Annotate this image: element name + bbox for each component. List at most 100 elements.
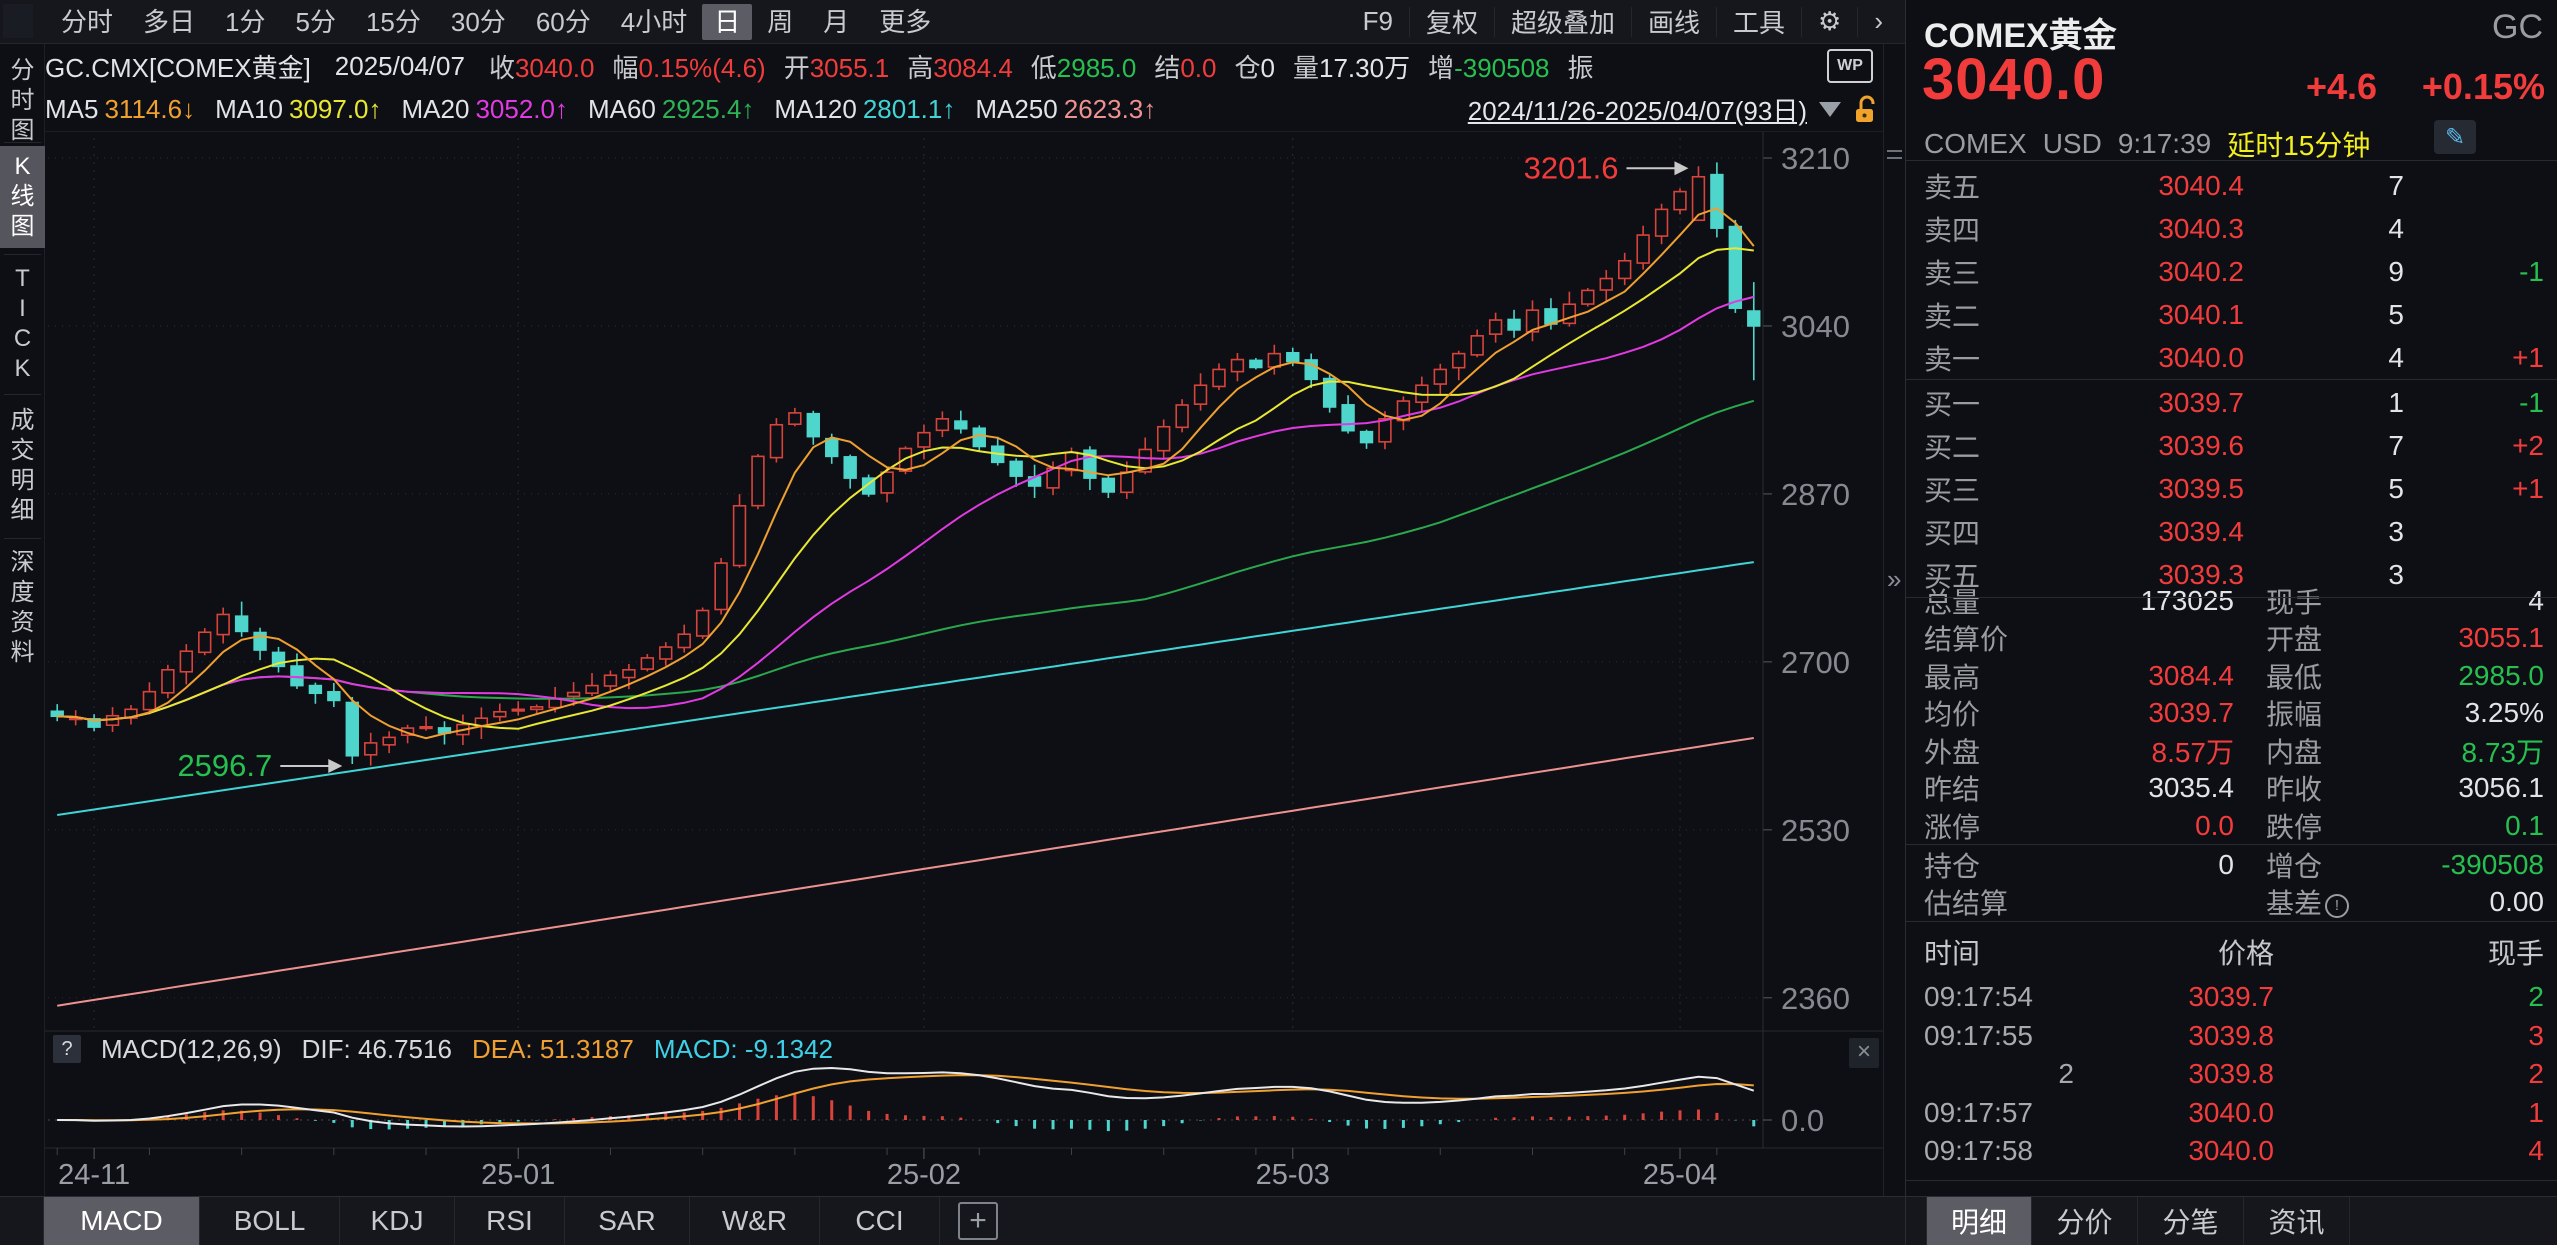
stats-value: 8.73万 bbox=[2461, 736, 2545, 768]
period-tab-15分[interactable]: 15分 bbox=[365, 6, 421, 37]
f9-button[interactable]: F9 bbox=[1362, 6, 1393, 36]
period-tab-月[interactable]: 月 bbox=[823, 6, 850, 37]
sidebar-item-kline-chart[interactable]: K 线 图 bbox=[0, 146, 45, 248]
close-icon[interactable]: × bbox=[1849, 1038, 1879, 1068]
tools-button[interactable]: 工具 bbox=[1716, 6, 1801, 38]
bid-row[interactable]: 买四 3039.4 3 bbox=[1906, 510, 2557, 553]
add-indicator-button[interactable]: + bbox=[958, 1202, 998, 1240]
stats-label: 总量 bbox=[1924, 586, 1981, 618]
macd-formula-label: MACD(12,26,9) bbox=[101, 1033, 282, 1064]
kline-chart-canvas[interactable]: 3201.6 2596.7 3210 3040 2870 2700 2530 2360 0.0 2… bbox=[45, 132, 1883, 1191]
period-tab-分时[interactable]: 分时 bbox=[61, 6, 114, 37]
period-tab-日[interactable]: 日 bbox=[702, 3, 753, 40]
panel-divider bbox=[1906, 844, 2557, 845]
panel-tab-bar: 明细 分价 分笔 资讯 bbox=[1906, 1196, 2557, 1245]
wp-widget-icon[interactable]: WP bbox=[1827, 49, 1873, 83]
indicator-tab-CCI[interactable]: CCI bbox=[820, 1197, 940, 1245]
quote-fields: 收3040.0 幅0.15%(4.6) 开3055.1 高3084.4 低2985.0 结… bbox=[489, 48, 1612, 85]
tape-price: 3039.8 bbox=[2188, 1019, 2274, 1051]
caret-down-icon[interactable] bbox=[1819, 102, 1841, 117]
ask-row[interactable]: 卖四 3040.3 4 bbox=[1906, 207, 2557, 250]
bid-row[interactable]: 买一 3039.7 1 -1 bbox=[1906, 381, 2557, 424]
period-tab-4小时[interactable]: 4小时 bbox=[620, 6, 688, 37]
help-icon[interactable]: ? bbox=[53, 1035, 81, 1063]
quote-field-label: 收 bbox=[488, 52, 515, 83]
unlock-icon[interactable] bbox=[1853, 94, 1881, 126]
adjust-button[interactable]: 复权 bbox=[1408, 6, 1494, 38]
ma-legend-value: 2925.4↑ bbox=[661, 94, 755, 124]
panel-tab-分价[interactable]: 分价 bbox=[2032, 1197, 2138, 1245]
stats-value: 173025 bbox=[2140, 584, 2234, 616]
bid-row[interactable]: 买三 3039.5 5 +1 bbox=[1906, 467, 2557, 510]
sidebar-item-depth-info[interactable]: 深 度 资 料 bbox=[10, 549, 35, 666]
info-icon[interactable]: ! bbox=[2325, 894, 2350, 918]
period-tab-更多[interactable]: 更多 bbox=[879, 6, 932, 37]
order-level-label: 卖四 bbox=[1924, 214, 1981, 246]
gear-icon[interactable]: ⚙ bbox=[1801, 6, 1857, 37]
scrollbar-grip[interactable] bbox=[1884, 150, 1905, 159]
period-tab-1分[interactable]: 1分 bbox=[225, 6, 266, 37]
period-tab-5分[interactable]: 5分 bbox=[295, 6, 336, 37]
ask-row[interactable]: 卖三 3040.2 9 -1 bbox=[1906, 250, 2557, 293]
quote-field-value: 3055.1 bbox=[809, 52, 890, 83]
tape-time: 09:17:58 bbox=[1924, 1135, 2033, 1166]
quote-field-幅: 幅0.15%(4.6) bbox=[612, 48, 765, 85]
ma-legend-bar: MA5 3114.6↓ MA10 3097.0↑ MA20 3052.0↑ MA60 2925… bbox=[45, 88, 1883, 132]
stats-value: 3055.1 bbox=[2458, 622, 2544, 653]
overlay-button[interactable]: 超级叠加 bbox=[1493, 6, 1631, 38]
instrument-meta: COMEX USD 9:17:39 延时15分钟 bbox=[1924, 124, 2370, 164]
indicator-tab-W&R[interactable]: W&R bbox=[690, 1197, 820, 1245]
period-toolbar: 分时 多日 1分 5分 15分 30分 60分 4小时日周月更多 F9 复权 超级叠加 画线 工具 ⚙ › bbox=[0, 0, 1905, 44]
indicator-tab-RSI[interactable]: RSI bbox=[455, 1197, 565, 1245]
sidebar-item-intraday-chart[interactable]: 分 时 图 bbox=[10, 57, 35, 144]
macd-dif-value: DIF: 46.7516 bbox=[301, 1033, 452, 1064]
ask-row[interactable]: 卖五 3040.4 7 bbox=[1906, 164, 2557, 207]
quote-field-value: 2985.0 bbox=[1056, 52, 1137, 83]
ask-row[interactable]: 卖一 3040.0 4 +1 bbox=[1906, 336, 2557, 379]
edit-pencil-icon[interactable]: ✎ bbox=[2434, 120, 2476, 154]
quote-field-仓: 仓0 bbox=[1235, 48, 1275, 85]
panel-tab-分笔[interactable]: 分笔 bbox=[2138, 1197, 2244, 1245]
stats-label: 最低 bbox=[2266, 661, 2323, 693]
delay-badge: 延时15分钟 bbox=[2227, 130, 2371, 161]
date-range-label[interactable]: 2024/11/26-2025/04/07(93日) bbox=[1467, 96, 1807, 126]
quote-field-label: 振 bbox=[1567, 52, 1594, 83]
bid-row[interactable]: 买二 3039.6 7 +2 bbox=[1906, 424, 2557, 467]
panel-tab-资讯[interactable]: 资讯 bbox=[2244, 1197, 2350, 1245]
quote-field-label: 低 bbox=[1030, 52, 1057, 83]
tape-volume: 1 bbox=[2528, 1096, 2544, 1128]
order-price: 3040.1 bbox=[2158, 298, 2244, 330]
draw-line-button[interactable]: 画线 bbox=[1630, 6, 1716, 38]
indicator-tab-SAR[interactable]: SAR bbox=[565, 1197, 690, 1245]
indicator-tab-BOLL[interactable]: BOLL bbox=[200, 1197, 340, 1245]
quote-field-value: 0 bbox=[1260, 52, 1275, 83]
order-volume: 3 bbox=[2388, 558, 2404, 590]
collapse-panel-handle[interactable]: » bbox=[1887, 564, 1902, 594]
stats-value: 3084.4 bbox=[2148, 659, 2234, 691]
quote-field-label: 仓 bbox=[1234, 52, 1261, 83]
indicator-tab-KDJ[interactable]: KDJ bbox=[340, 1197, 455, 1245]
quote-field-value: 0.0 bbox=[1180, 52, 1217, 83]
bid-row[interactable]: 买五 3039.3 3 bbox=[1906, 553, 2557, 596]
quote-field-高: 高3084.4 bbox=[907, 48, 1013, 85]
indicator-tab-MACD[interactable]: MACD bbox=[43, 1197, 200, 1245]
order-price: 3039.4 bbox=[2158, 515, 2244, 547]
ma-legend-items: MA5 3114.6↓ MA10 3097.0↑ MA20 3052.0↑ MA60 2925… bbox=[45, 94, 1176, 125]
panel-tab-明细[interactable]: 明细 bbox=[1926, 1197, 2032, 1245]
date-range-control[interactable]: 2024/11/26-2025/04/07(93日) bbox=[1468, 91, 1881, 128]
period-tab-30分[interactable]: 30分 bbox=[450, 6, 506, 37]
stats-value: 0.0 bbox=[2195, 809, 2234, 841]
tape-time: 09:17:54 bbox=[1924, 981, 2033, 1012]
instrument-code: GC bbox=[2492, 8, 2543, 46]
svg-text:2530: 2530 bbox=[1781, 813, 1850, 848]
order-level-label: 卖一 bbox=[1924, 343, 1981, 375]
period-tab-多日[interactable]: 多日 bbox=[143, 6, 196, 37]
chevron-right-icon[interactable]: › bbox=[1857, 6, 1899, 37]
ask-row[interactable]: 卖二 3040.1 5 bbox=[1906, 293, 2557, 336]
sidebar-item-trade-details[interactable]: 成 交 明 细 bbox=[10, 407, 35, 524]
period-tab-周[interactable]: 周 bbox=[767, 6, 794, 37]
period-tab-60分[interactable]: 60分 bbox=[535, 6, 591, 37]
sidebar-item-tick[interactable]: T I C K bbox=[13, 265, 32, 382]
svg-text:2870: 2870 bbox=[1781, 477, 1850, 512]
